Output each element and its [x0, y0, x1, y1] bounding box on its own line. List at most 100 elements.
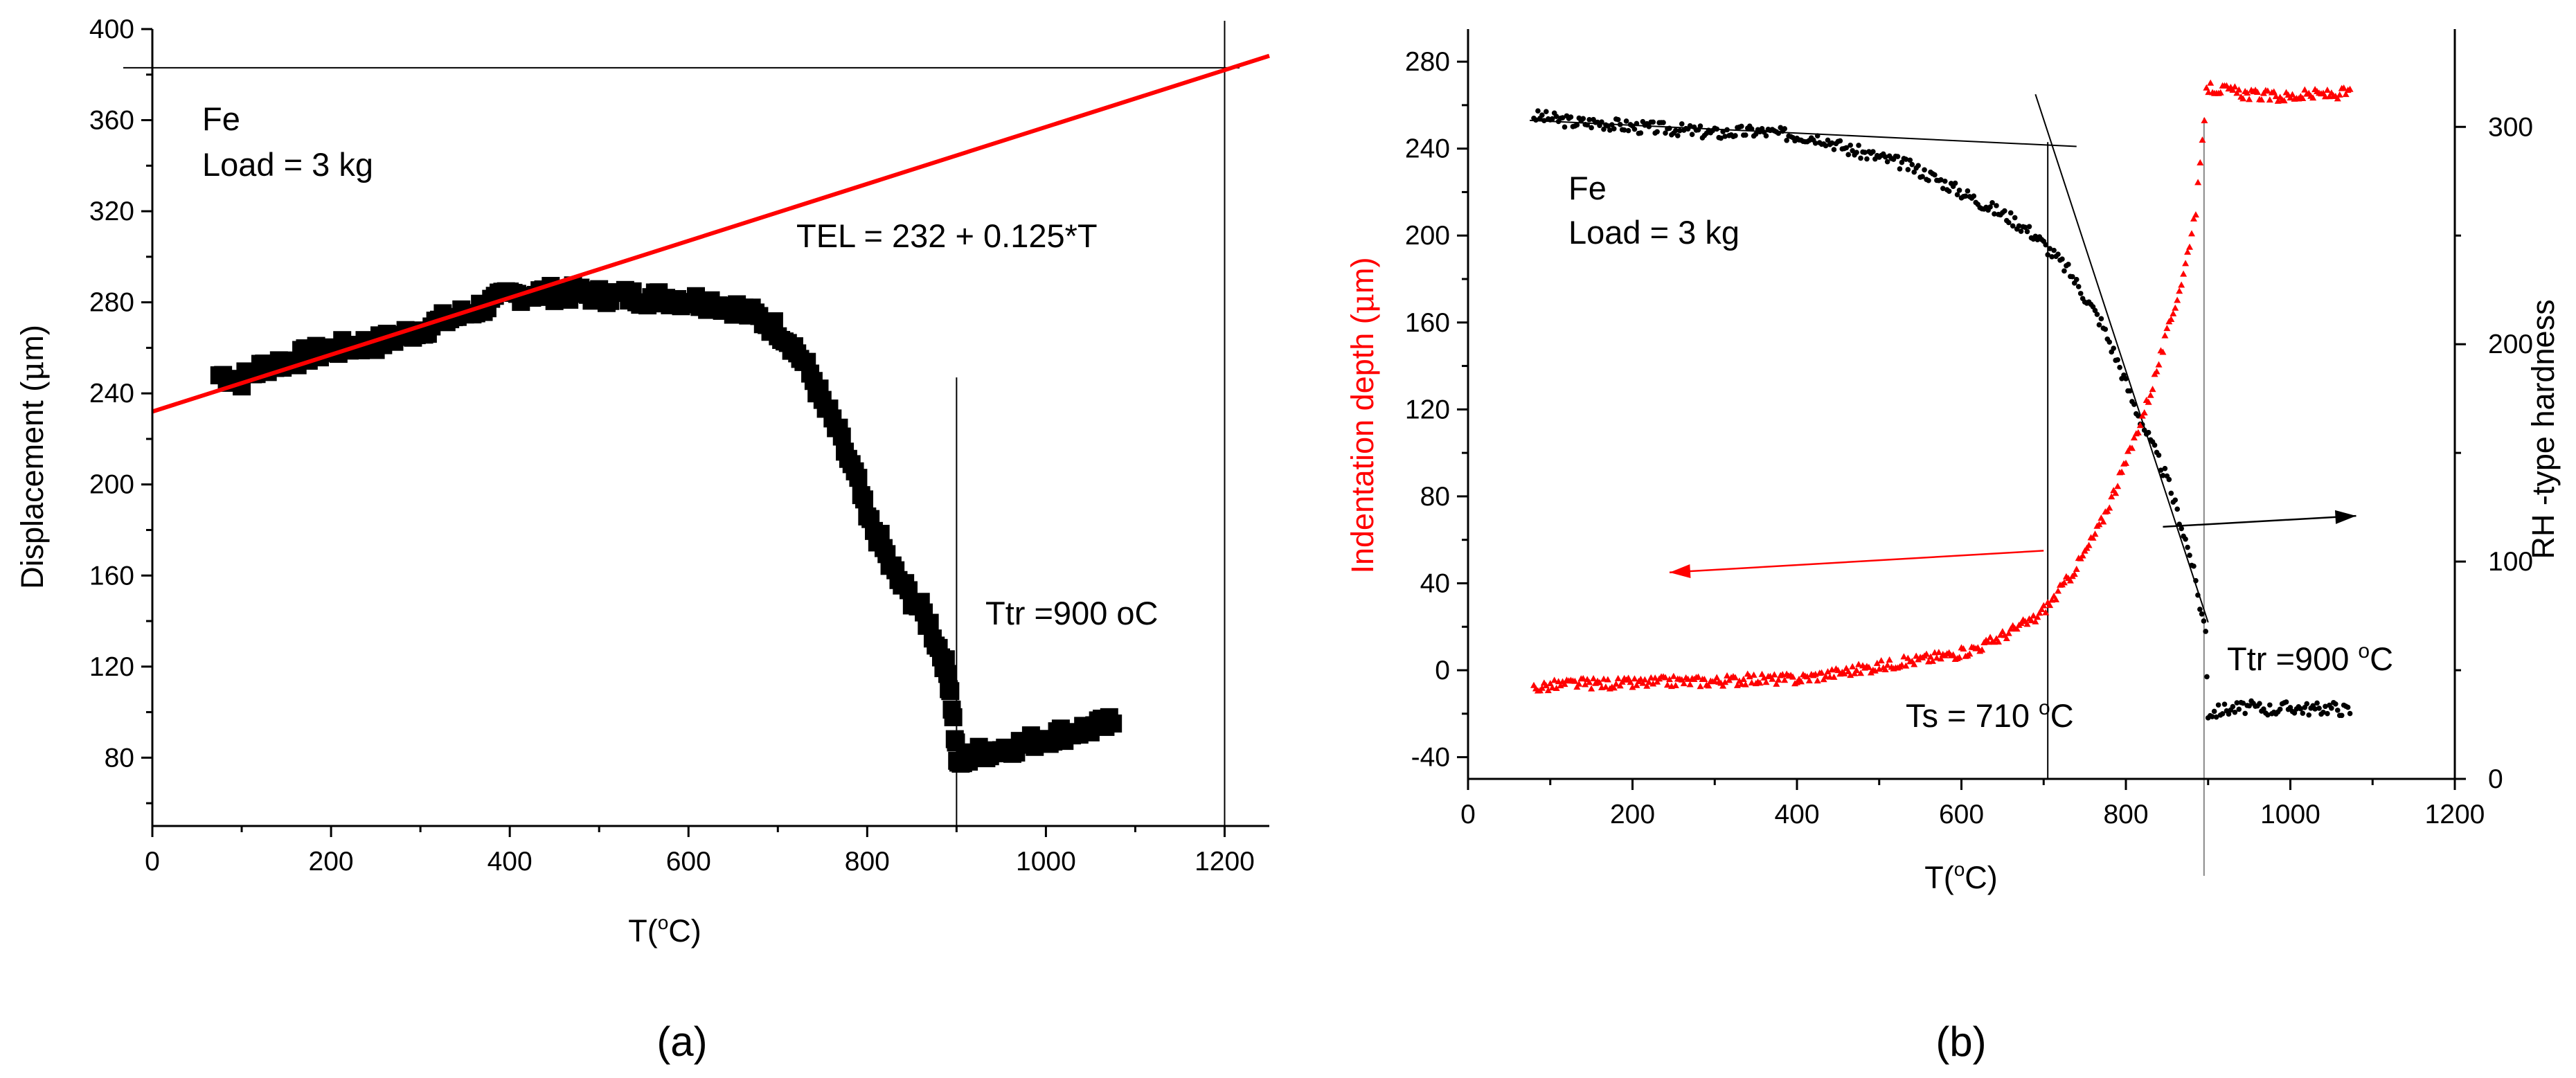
data-point: [2130, 434, 2138, 441]
panel-a-axes: 0 200 400 600 800 1000 1200 80 120 160 200 240 280 32…: [89, 15, 1269, 877]
data-point: [2003, 634, 2010, 641]
data-point: [1714, 126, 1720, 132]
panel-b-left-y-axis-title: Indentation depth (μm): [1344, 257, 1381, 573]
data-point: [1615, 116, 1621, 123]
data-point: [2277, 706, 2283, 712]
left-y-tick-label: -40: [1411, 743, 1450, 773]
data-point: [1562, 124, 1568, 130]
data-point: [1722, 134, 1728, 139]
data-point: [1946, 188, 1952, 194]
data-point: [1776, 130, 1782, 136]
data-point: [2242, 710, 2248, 717]
data-point: [1886, 656, 1893, 663]
data-point: [2186, 243, 2194, 250]
data-point: [1589, 125, 1594, 131]
panel-a-fit-equation: TEL = 232 + 0.125*T: [796, 217, 1098, 254]
data-point: [1831, 147, 1837, 152]
data-point: [2040, 602, 2048, 609]
data-point: [1884, 159, 1890, 165]
data-point: [1643, 682, 1651, 689]
data-point: [2291, 710, 2298, 716]
data-point: [1956, 188, 1962, 193]
data-point: [2347, 710, 2353, 717]
y-tick-label: 320: [89, 197, 134, 226]
data-point: [2254, 89, 2261, 96]
data-point: [1871, 667, 1879, 674]
guide-line-steep_tangent: [2034, 93, 2209, 623]
data-point: [1922, 167, 1927, 173]
data-point: [1978, 646, 1986, 653]
data-point: [2079, 552, 2086, 559]
data-point: [2092, 307, 2098, 314]
data-point: [2096, 322, 2102, 328]
data-point: [1611, 126, 1617, 132]
data-point: [2127, 388, 2133, 394]
x-tick-label: 600: [1939, 800, 1984, 829]
data-point: [1724, 127, 1730, 133]
rh-hardness-series: [1530, 79, 2354, 694]
data-point: [1713, 674, 1721, 681]
data-point: [2038, 605, 2046, 612]
data-point: [2147, 391, 2154, 398]
data-point: [2334, 708, 2341, 713]
data-point: [2178, 281, 2185, 288]
data-point: [2002, 208, 2007, 214]
data-point: [1731, 674, 1739, 681]
data-point: [1870, 149, 1876, 154]
data-point: [1697, 683, 1704, 690]
y-tick-label: 120: [89, 652, 134, 682]
x-tick-label: 800: [845, 847, 890, 877]
panel-a-plot-area: [123, 21, 1270, 826]
data-point: [1848, 142, 1853, 148]
panel-b-chart: 0 200 400 600 800 1000 1200-400408012016020024…: [1344, 29, 2561, 1065]
data-point: [2336, 91, 2343, 98]
data-point: [2289, 91, 2296, 98]
data-point: [1633, 681, 1640, 688]
data-point: [1966, 650, 1974, 657]
arrow-shaft-points-to-left-axis: [1669, 550, 2044, 574]
data-point: [1784, 137, 1789, 143]
data-point: [2049, 254, 2055, 260]
data-point: [2197, 607, 2203, 612]
right-y-tick-label: 200: [2488, 330, 2533, 359]
fit-line: [152, 53, 1270, 414]
data-point: [1629, 683, 1636, 690]
data-point: [2267, 702, 2273, 708]
data-point: [1599, 119, 1604, 125]
data-point: [1561, 681, 1568, 688]
data-point: [1605, 123, 1611, 129]
data-point: [1805, 676, 1813, 683]
data-point: [1942, 178, 1948, 184]
data-point: [2300, 710, 2306, 716]
data-point: [2329, 706, 2334, 711]
data-point: [1627, 679, 1634, 685]
panel-a-material-label: Fe: [202, 100, 240, 137]
data-point: [2013, 625, 2021, 632]
data-point: [1588, 685, 1595, 692]
data-point: [1775, 676, 1782, 683]
data-point: [2257, 701, 2262, 706]
data-point: [2325, 710, 2330, 717]
data-point: [2342, 91, 2350, 98]
data-point: [2168, 490, 2174, 496]
data-point: [1548, 684, 1556, 691]
data-point: [1580, 674, 1587, 681]
data-point: [1897, 166, 1903, 172]
data-point: [832, 427, 851, 446]
data-point: [1582, 681, 1589, 688]
x-tick-label: 0: [145, 847, 160, 877]
data-point: [1900, 653, 1908, 660]
data-point: [2266, 96, 2273, 103]
data-point: [1625, 127, 1631, 134]
data-point: [2246, 703, 2252, 709]
data-point: [2217, 89, 2224, 96]
arrow-head-points-to-left-axis: [1669, 564, 1691, 579]
data-point: [2172, 497, 2179, 503]
data-point: [2187, 553, 2192, 558]
data-point: [2312, 706, 2318, 712]
data-point: [2188, 230, 2195, 237]
data-point: [1797, 678, 1805, 685]
data-point: [1915, 163, 1921, 168]
data-point: [2166, 476, 2172, 483]
data-point: [2145, 398, 2152, 405]
